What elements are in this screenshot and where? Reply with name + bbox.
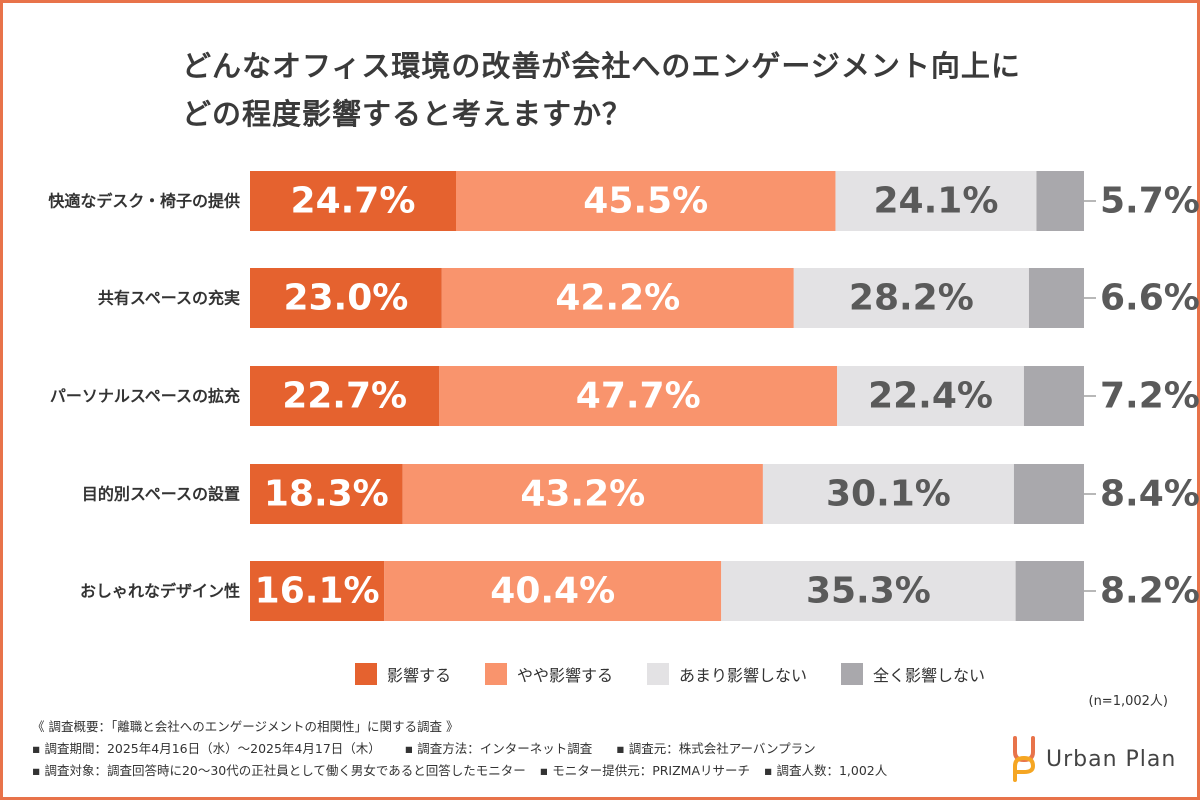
data-label: 30.1% [826,474,951,515]
legend-label-1: 影響する [387,666,452,685]
notes-provider: ▪ モニター提供元：PRIZMAリサーチ [539,763,751,778]
bar-segment [250,171,456,231]
legend-swatch-2 [485,663,508,685]
bar-segment [793,268,1029,328]
data-label: 18.3% [264,474,389,515]
urban-plan-logo-icon [1013,736,1036,782]
data-label: 22.4% [868,376,993,417]
data-label: 28.2% [849,278,974,319]
data-label: 35.3% [806,571,931,612]
legend-item-3: あまり影響しない [647,662,807,686]
bar-segment [250,561,385,621]
notes-org: ▪ 調査元：株式会社アーバンプラン [616,741,816,756]
legend-swatch-3 [647,663,670,685]
legend-swatch-1 [355,663,377,685]
bar-segment [1015,561,1084,621]
notes-row-2: ▪ 調査期間：2025年4月16日（水）〜2025年4月17日（木） ▪ 調査方法… [32,738,887,760]
bar-segment [250,366,440,426]
data-label: 43.2% [520,474,645,515]
notes-target: ▪ 調査対象：調査回答時に20〜30代の正社員として働く男女であると回答したモニ… [32,763,526,778]
legend-swatch-4 [841,663,864,685]
notes-heading: 《 調査概要：「離職と会社へのエンゲージメントの相関性」に関する調査 》 [32,719,459,734]
data-label: 40.4% [490,571,615,612]
sample-size-note: (n=1,002人) [1088,694,1169,709]
data-label: 24.7% [291,181,416,222]
notes-period: ▪ 調査期間：2025年4月16日（水）〜2025年4月17日（木） [32,741,381,756]
bar-segment [837,366,1024,426]
bar-segment [402,464,763,524]
chart-title: どんなオフィス環境の改善が会社へのエンゲージメント向上に どの程度影響すると考え… [182,42,1021,138]
bar-segment [250,464,403,524]
legend-item-4: 全く影響しない [841,662,985,686]
survey-notes: 《 調査概要：「離職と会社へのエンゲージメントの相関性」に関する調査 》 ▪ 調… [32,716,887,782]
bar-segment [441,268,794,328]
bar-segment [455,171,836,231]
notes-row-3: ▪ 調査対象：調査回答時に20〜30代の正社員として働く男女であると回答したモニ… [32,760,887,782]
notes-count: ▪ 調査人数：1,002人 [764,763,888,778]
data-label: 7.2% [1100,376,1200,417]
data-label: 23.0% [283,278,408,319]
bar-segment [1023,366,1084,426]
urban-plan-logo: Urban Plan [1012,736,1176,782]
data-label: 22.7% [282,376,407,417]
legend-label-3: あまり影響しない [679,666,808,685]
title-line-1: どんなオフィス環境の改善が会社へのエンゲージメント向上に [182,49,1021,83]
title-line-2: どの程度影響すると考えますか？ [182,97,633,131]
data-label: 24.1% [874,181,999,222]
category-label: 快適なデスク・椅子の提供 [48,192,240,211]
data-label: 47.7% [576,376,701,417]
logo-text: Urban Plan [1046,746,1177,772]
bar-segment [1036,171,1084,231]
legend-label-4: 全く影響しない [873,666,986,685]
bar-segment [762,464,1014,524]
legend-item-2: やや影響する [485,662,613,686]
bar-segment [439,366,838,426]
data-label: 16.1% [255,571,380,612]
bar-segment [1028,268,1084,328]
notes-method: ▪ 調査方法：インターネット調査 [404,741,593,756]
data-label: 8.2% [1100,571,1200,612]
data-label: 45.5% [583,181,708,222]
bar-segment [250,268,442,328]
data-label: 8.4% [1100,474,1200,515]
category-label: 共有スペースの充実 [98,289,240,308]
bar-segment [1013,464,1084,524]
category-label: パーソナルスペースの拡充 [50,387,240,406]
legend: 影響する やや影響する あまり影響しない 全く影響しない [355,662,1019,686]
legend-item-1: 影響する [355,662,451,686]
legend-label-2: やや影響する [517,666,614,685]
category-label: 目的別スペースの設置 [82,485,240,504]
bar-segment [384,561,722,621]
data-label: 5.7% [1100,181,1200,222]
data-label: 6.6% [1100,278,1200,319]
bar-segment [721,561,1016,621]
data-label: 42.2% [555,278,680,319]
bar-segment [835,171,1037,231]
category-label: おしゃれなデザイン性 [80,582,240,601]
